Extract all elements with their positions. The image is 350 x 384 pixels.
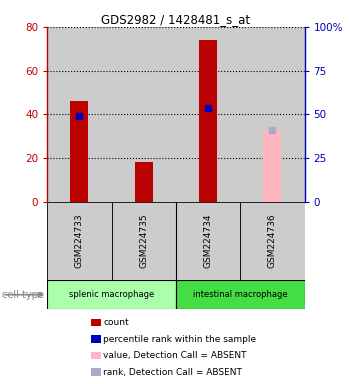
Bar [176,27,240,202]
Text: GSM224736: GSM224736 [268,214,277,268]
Text: rank, Detection Call = ABSENT: rank, Detection Call = ABSENT [103,367,242,377]
Text: GSM224733: GSM224733 [75,214,84,268]
Bar [91,368,101,376]
Bar [240,202,304,280]
Bar [91,319,101,326]
Bar [240,27,304,202]
Bar [91,352,101,359]
Text: GSM224734: GSM224734 [204,214,212,268]
Bar [47,202,112,280]
Bar [112,27,176,202]
Bar [199,40,217,202]
Bar [176,202,240,280]
Text: GSM224735: GSM224735 [139,214,148,268]
Bar [135,162,153,202]
Bar [47,280,176,309]
Text: cell type: cell type [2,290,44,300]
Bar [176,280,304,309]
Bar [263,129,281,202]
Title: GDS2982 / 1428481_s_at: GDS2982 / 1428481_s_at [101,13,251,26]
Text: splenic macrophage: splenic macrophage [69,290,154,299]
Text: intestinal macrophage: intestinal macrophage [193,290,287,299]
Bar [70,101,89,202]
Text: count: count [103,318,129,327]
Bar [91,335,101,343]
Text: percentile rank within the sample: percentile rank within the sample [103,334,256,344]
Bar [47,27,112,202]
Bar [112,202,176,280]
Text: value, Detection Call = ABSENT: value, Detection Call = ABSENT [103,351,247,360]
